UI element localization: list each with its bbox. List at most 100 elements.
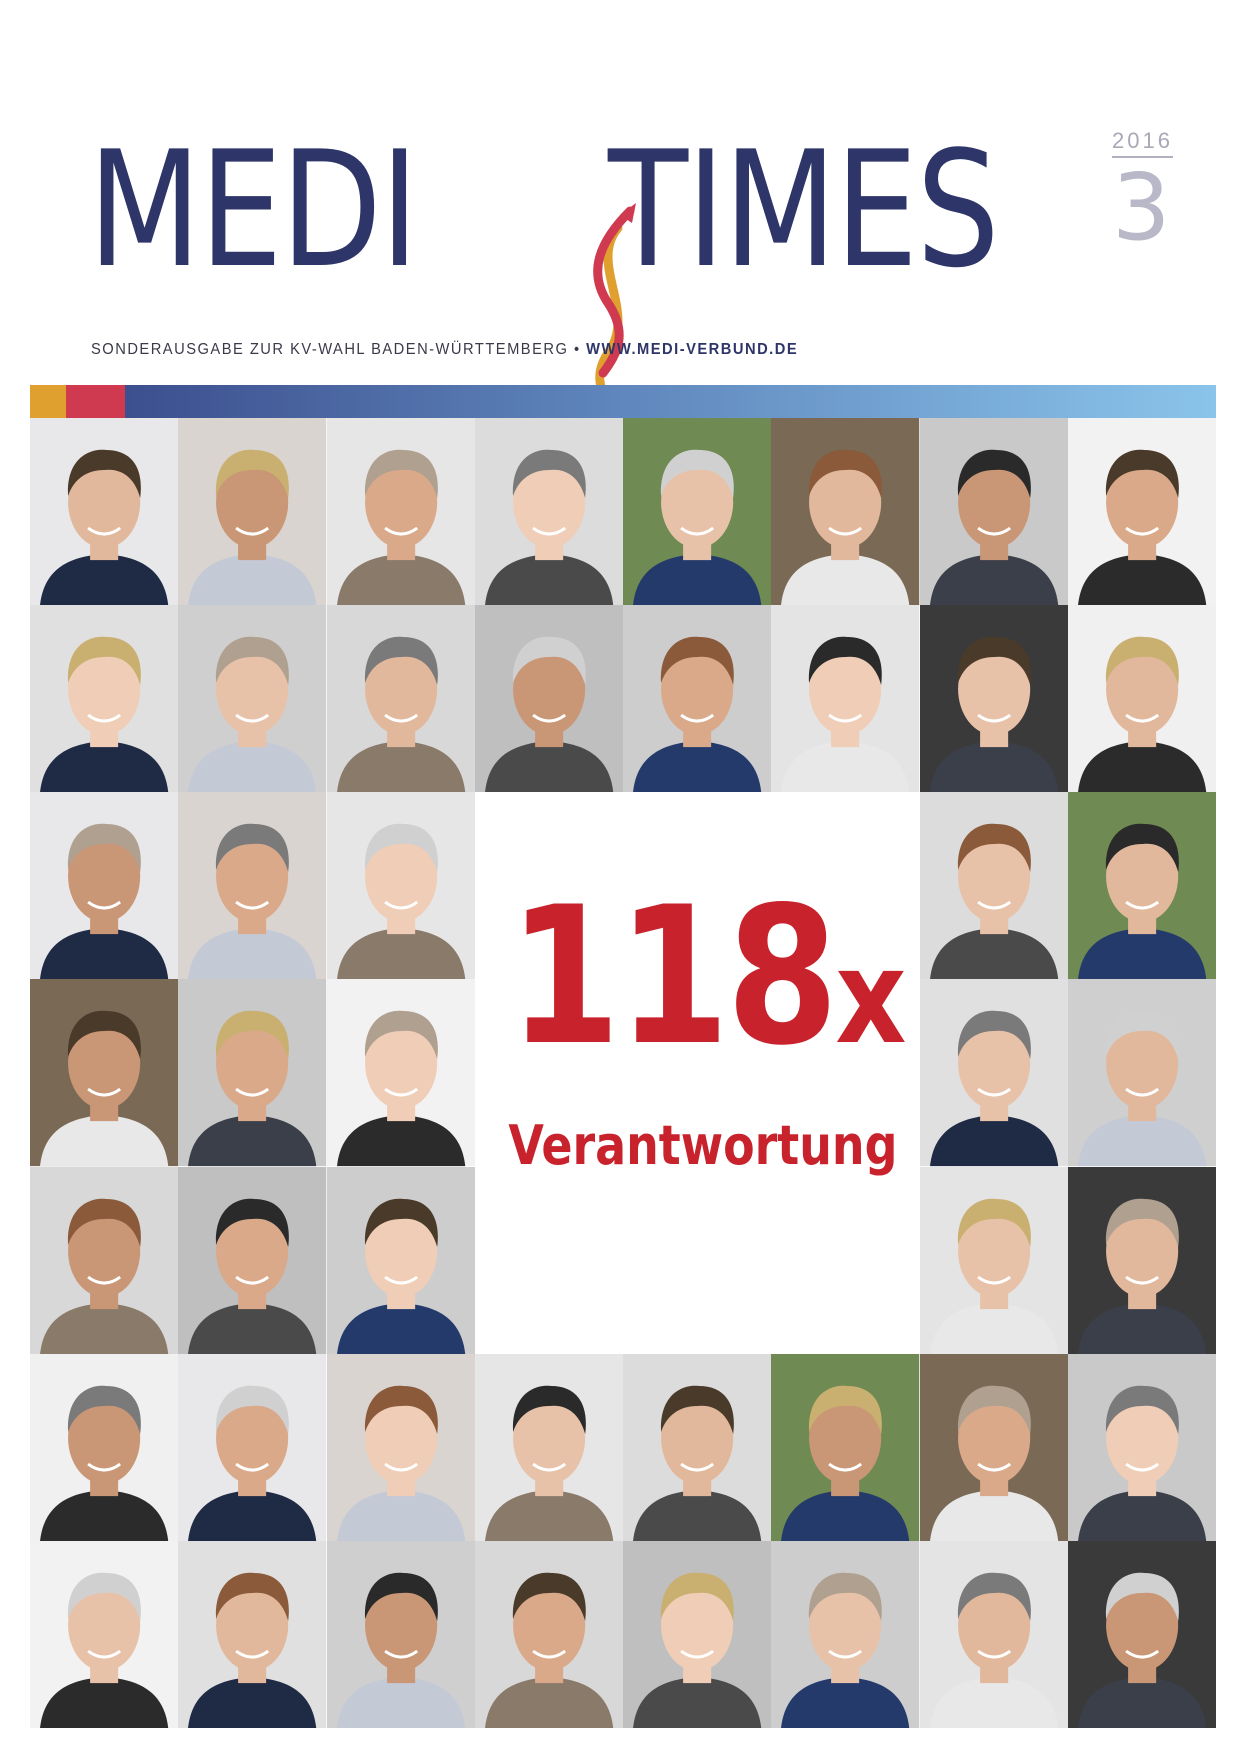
portrait-photo	[30, 979, 179, 1167]
tagline-text: SONDERAUSGABE ZUR KV-WAHL BADEN-WÜRTTEMB…	[91, 341, 569, 358]
portrait-silhouette-icon	[30, 418, 179, 606]
portrait-photo	[178, 1166, 327, 1354]
portrait-silhouette-icon	[1067, 979, 1216, 1167]
portrait-photo	[919, 418, 1068, 606]
portrait-silhouette-icon	[1067, 792, 1216, 980]
portrait-silhouette-icon	[326, 1166, 475, 1354]
portrait-photo	[178, 1540, 327, 1728]
portrait-photo	[623, 1353, 772, 1541]
portrait-silhouette-icon	[1067, 418, 1216, 606]
headline-multiplier: x	[835, 921, 906, 1074]
portrait-photo	[178, 418, 327, 606]
portrait-silhouette-icon	[30, 1166, 179, 1354]
portrait-silhouette-icon	[474, 418, 623, 606]
portrait-silhouette-icon	[919, 1166, 1068, 1354]
portrait-silhouette-icon	[623, 1353, 772, 1541]
headline-subtitle: Verantwortung	[508, 1114, 898, 1178]
portrait-photo	[326, 1353, 475, 1541]
color-band-red	[66, 385, 125, 418]
portrait-photo	[1067, 792, 1216, 980]
portrait-silhouette-icon	[326, 1540, 475, 1728]
portrait-photo	[771, 1540, 920, 1728]
portrait-silhouette-icon	[30, 1540, 179, 1728]
tagline-separator: •	[573, 341, 581, 358]
tagline: SONDERAUSGABE ZUR KV-WAHL BADEN-WÜRTTEMB…	[91, 341, 798, 359]
headline-panel: 118x Verantwortung	[474, 792, 920, 1354]
portrait-photo	[474, 605, 623, 793]
issue-number: 3	[1112, 154, 1171, 261]
portrait-photo	[178, 1353, 327, 1541]
portrait-photo	[623, 418, 772, 606]
portrait-silhouette-icon	[1067, 605, 1216, 793]
portrait-photo	[178, 979, 327, 1167]
portrait-silhouette-icon	[326, 418, 475, 606]
portrait-photo	[30, 605, 179, 793]
portrait-photo	[623, 1540, 772, 1728]
portrait-silhouette-icon	[326, 979, 475, 1167]
portrait-silhouette-icon	[178, 792, 327, 980]
portrait-photo	[474, 418, 623, 606]
portrait-silhouette-icon	[919, 792, 1068, 980]
portrait-silhouette-icon	[474, 1540, 623, 1728]
portrait-photo	[1067, 605, 1216, 793]
portrait-silhouette-icon	[474, 1353, 623, 1541]
portrait-silhouette-icon	[326, 605, 475, 793]
portrait-photo	[1067, 979, 1216, 1167]
portrait-silhouette-icon	[1067, 1353, 1216, 1541]
portrait-silhouette-icon	[623, 605, 772, 793]
portrait-silhouette-icon	[326, 1353, 475, 1541]
portrait-silhouette-icon	[178, 1540, 327, 1728]
portrait-silhouette-icon	[919, 418, 1068, 606]
portrait-photo	[326, 792, 475, 980]
portrait-silhouette-icon	[1067, 1166, 1216, 1354]
portrait-silhouette-icon	[178, 1166, 327, 1354]
color-band	[30, 385, 1216, 418]
portrait-photo	[771, 418, 920, 606]
portrait-photo	[326, 418, 475, 606]
portrait-photo	[919, 979, 1068, 1167]
portrait-silhouette-icon	[178, 1353, 327, 1541]
portrait-photo	[326, 605, 475, 793]
portrait-silhouette-icon	[1067, 1540, 1216, 1728]
portrait-silhouette-icon	[771, 605, 920, 793]
portrait-silhouette-icon	[771, 418, 920, 606]
portrait-photo	[623, 605, 772, 793]
portrait-photo	[919, 1540, 1068, 1728]
portrait-photo	[30, 1353, 179, 1541]
website-link[interactable]: WWW.MEDI-VERBUND.DE	[586, 341, 799, 358]
portrait-photo	[474, 1353, 623, 1541]
portrait-photo	[919, 1166, 1068, 1354]
color-band-gradient	[125, 385, 1216, 418]
portrait-silhouette-icon	[919, 1353, 1068, 1541]
color-band-orange	[30, 385, 66, 418]
portrait-silhouette-icon	[178, 979, 327, 1167]
portrait-silhouette-icon	[326, 792, 475, 980]
portrait-photo	[919, 605, 1068, 793]
headline-count: 118	[508, 866, 838, 1088]
brand-times: TIMES	[608, 116, 1000, 303]
portrait-photo	[30, 1166, 179, 1354]
portrait-photo	[30, 418, 179, 606]
portrait-photo	[1067, 1540, 1216, 1728]
portrait-silhouette-icon	[919, 605, 1068, 793]
portrait-grid: 118x Verantwortung	[30, 418, 1216, 1728]
portrait-photo	[178, 605, 327, 793]
portrait-photo	[1067, 1353, 1216, 1541]
portrait-silhouette-icon	[771, 1540, 920, 1728]
portrait-photo	[1067, 418, 1216, 606]
portrait-photo	[326, 1166, 475, 1354]
portrait-silhouette-icon	[771, 1353, 920, 1541]
portrait-silhouette-icon	[623, 1540, 772, 1728]
portrait-silhouette-icon	[30, 1353, 179, 1541]
portrait-photo	[178, 792, 327, 980]
portrait-silhouette-icon	[623, 418, 772, 606]
portrait-silhouette-icon	[474, 605, 623, 793]
portrait-photo	[771, 1353, 920, 1541]
portrait-photo	[919, 1353, 1068, 1541]
brand-medi: MEDI	[88, 116, 419, 303]
portrait-silhouette-icon	[30, 979, 179, 1167]
portrait-photo	[326, 1540, 475, 1728]
issue-year: 2016	[1112, 128, 1173, 158]
portrait-photo	[326, 979, 475, 1167]
portrait-silhouette-icon	[919, 1540, 1068, 1728]
